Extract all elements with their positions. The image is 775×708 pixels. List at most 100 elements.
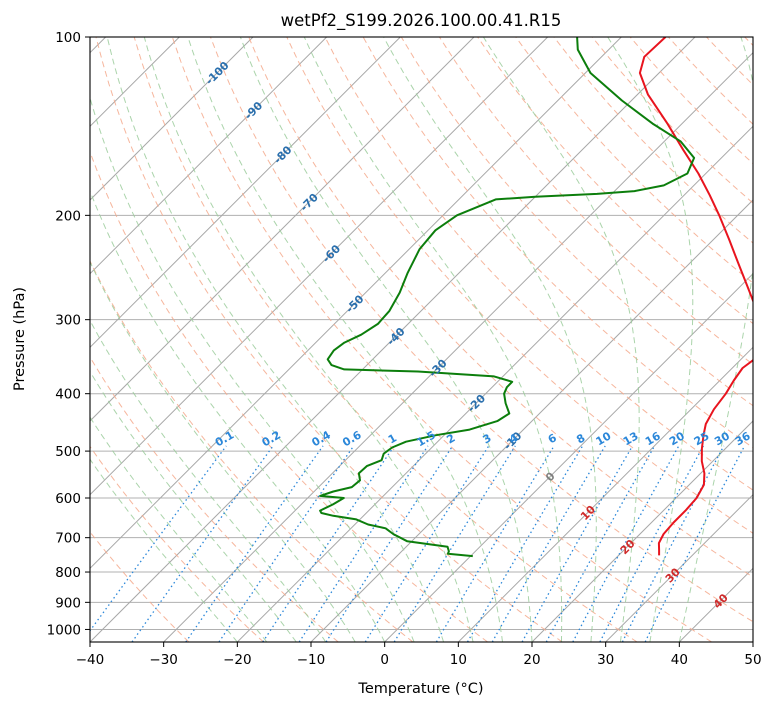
dry-adiabat	[90, 445, 264, 642]
isotherm-line	[90, 37, 328, 275]
x-tick-label: −40	[76, 652, 105, 668]
dry-adiabat	[744, 37, 753, 47]
dry-adiabat	[90, 259, 414, 642]
isotherm-line	[678, 567, 753, 642]
dry-adiabat	[668, 37, 753, 125]
y-tick-label: 600	[55, 491, 81, 507]
isotherm-line	[384, 272, 753, 642]
isotherm-line	[90, 37, 475, 422]
isotherm-line	[605, 493, 753, 642]
mixing-ratio-line	[435, 445, 555, 642]
moist-adiabat	[90, 458, 238, 642]
x-tick-label: 20	[523, 652, 540, 668]
moist-adiabat	[607, 37, 694, 642]
mixing-ratio-lines	[90, 445, 746, 642]
mixing-ratio-line	[572, 445, 680, 642]
dry-adiabat	[515, 37, 753, 284]
isotherm-label: -30	[426, 357, 449, 380]
x-tick-label: −30	[149, 652, 178, 668]
dry-adiabat	[90, 531, 190, 642]
mixing-ratio-line	[90, 445, 227, 632]
moist-adiabat	[187, 37, 503, 642]
dry-adiabat	[591, 37, 753, 204]
x-tick-label: 30	[597, 652, 614, 668]
x-axis-label: Temperature (°C)	[357, 681, 483, 697]
x-tick-label: 50	[744, 652, 761, 668]
mixing-ratio-label: 0.2	[260, 428, 283, 449]
mixing-ratio-label: 13	[621, 429, 641, 448]
isotherm-line	[531, 420, 753, 642]
mixing-ratio-line	[185, 445, 324, 642]
isotherm-line	[752, 641, 753, 642]
mixing-ratio-line	[491, 445, 606, 642]
mixing-ratio-label: 16	[643, 429, 663, 448]
mixing-ratio-label: 6	[546, 431, 559, 446]
isotherm-line	[236, 125, 753, 642]
isotherm-line	[90, 37, 622, 570]
mixing-ratio-line	[262, 445, 395, 642]
x-tick-label: 0	[380, 652, 389, 668]
dry-adiabat	[171, 37, 712, 642]
mixing-ratio-label: 8	[574, 431, 587, 446]
mixing-ratio-label: 3	[480, 431, 493, 446]
mixing-ratio-label: 10	[594, 429, 614, 448]
mixing-ratio-line	[644, 445, 746, 642]
dry-adiabat	[90, 150, 488, 642]
mixing-ratio-label: 25	[692, 429, 712, 448]
x-axis-ticks: −40 −30 −20 −10 0 10 20 30 40 50	[76, 642, 762, 668]
chart-title: wetPf2_S199.2026.100.00.41.R15	[281, 11, 562, 31]
dry-adiabat	[438, 37, 753, 366]
dry-adiabat	[90, 356, 339, 642]
mixing-ratio-label: 0.6	[340, 428, 364, 449]
dry-adiabat	[210, 37, 753, 623]
sounding-series	[319, 37, 753, 558]
moist-adiabat	[90, 370, 297, 642]
y-tick-label: 700	[55, 531, 81, 547]
x-tick-label: 40	[671, 652, 688, 668]
y-tick-label: 300	[55, 313, 81, 329]
mixing-ratio-line	[131, 445, 274, 642]
moist-adiabat	[90, 260, 356, 642]
ice-curve	[0, 37, 3, 642]
mixing-ratio-label: 2	[444, 431, 457, 446]
dry-adiabat	[95, 37, 563, 642]
moist-adiabat	[482, 37, 640, 642]
mixing-ratio-label: 1	[386, 431, 399, 446]
moist-adiabat	[678, 37, 753, 642]
plot-frame	[89, 36, 754, 643]
x-tick-label: −20	[223, 652, 252, 668]
mixing-ratio-line	[545, 445, 656, 642]
moist-adiabat	[90, 189, 386, 642]
isotherm-line	[163, 51, 753, 642]
y-axis-label: Pressure (hPa)	[12, 287, 28, 391]
moist-adiabat	[90, 416, 268, 642]
ice-curve-line	[0, 37, 3, 642]
moist-adiabat	[106, 37, 445, 642]
y-tick-label: 400	[55, 387, 81, 403]
isotherm-label: 20	[618, 537, 638, 557]
y-axis-ticks: 100 200 300 400 500 600 700 800 900 1000	[47, 30, 90, 638]
mixing-ratio-label: 36	[733, 429, 753, 448]
mixing-ratio-line	[393, 445, 516, 642]
y-tick-label: 500	[55, 444, 81, 460]
mixing-ratio-line	[466, 445, 584, 642]
dry-adiabat	[133, 37, 638, 642]
y-tick-label: 100	[55, 30, 81, 46]
y-tick-label: 200	[55, 208, 81, 224]
isotherm-line	[457, 346, 753, 642]
mixing-ratio-line	[364, 445, 490, 642]
pressure-gridlines	[90, 36, 753, 630]
moist-adiabats	[90, 37, 753, 642]
dewpoint-line	[319, 37, 696, 558]
isotherm-label: -70	[298, 191, 321, 214]
temperature-line	[638, 37, 753, 556]
mixing-ratio-line	[599, 445, 704, 642]
dry-adiabats	[90, 37, 753, 642]
moist-adiabat	[239, 37, 533, 642]
isotherm-line	[90, 37, 401, 349]
moist-adiabat	[303, 37, 563, 642]
dry-adiabat	[324, 37, 753, 491]
mixing-ratio-line	[298, 445, 429, 642]
